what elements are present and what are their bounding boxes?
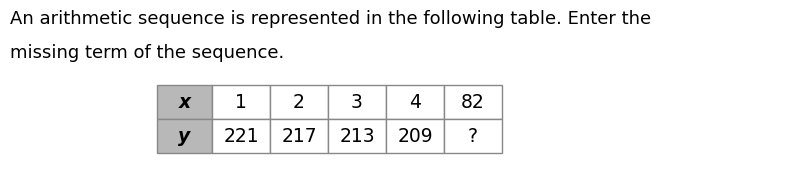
Bar [444,85,502,119]
Text: 4: 4 [409,93,421,112]
Text: missing term of the sequence.: missing term of the sequence. [10,44,284,62]
Text: 2: 2 [293,93,305,112]
Text: 217: 217 [281,127,317,146]
Text: 3: 3 [351,93,363,112]
Text: 1: 1 [235,93,247,112]
Bar [157,85,212,119]
Bar [328,119,386,153]
Bar [328,85,386,119]
Bar [386,85,444,119]
Text: y: y [178,127,191,146]
Text: 82: 82 [461,93,485,112]
Text: 209: 209 [397,127,433,146]
Bar [270,85,328,119]
Bar [212,85,270,119]
Bar [386,119,444,153]
Bar [157,119,212,153]
Text: 221: 221 [223,127,259,146]
Bar [270,119,328,153]
Text: 213: 213 [340,127,375,146]
Bar [444,119,502,153]
Text: ?: ? [468,127,478,146]
Text: x: x [178,93,191,112]
Text: An arithmetic sequence is represented in the following table. Enter the: An arithmetic sequence is represented in… [10,10,651,28]
Bar [212,119,270,153]
